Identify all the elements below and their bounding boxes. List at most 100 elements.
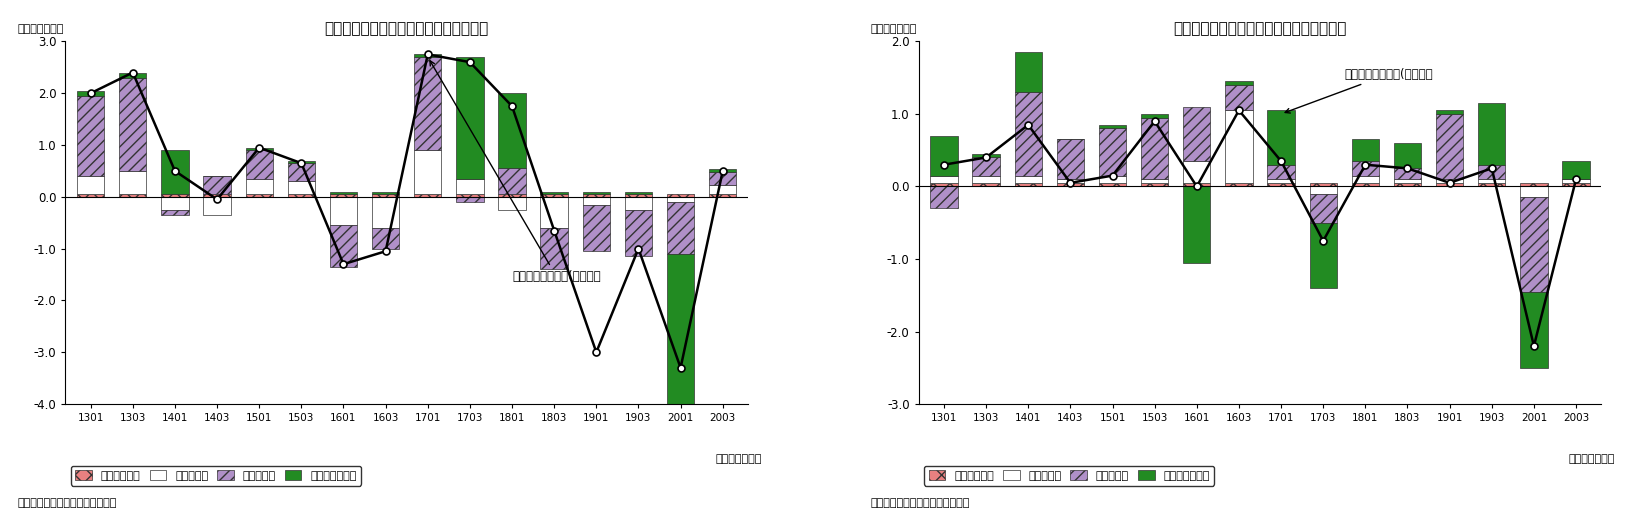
Bar	[972, 183, 1000, 186]
Bar	[498, 93, 526, 168]
Bar	[1183, 183, 1211, 186]
Bar	[245, 179, 273, 194]
Bar	[162, 210, 188, 215]
Text: （資料）財務省「法人企業統計」: （資料）財務省「法人企業統計」	[871, 498, 971, 508]
Bar	[288, 161, 315, 163]
Bar	[709, 169, 737, 172]
Bar	[373, 197, 399, 228]
Bar	[1351, 176, 1379, 183]
Bar	[1351, 161, 1379, 176]
Bar	[1520, 183, 1547, 186]
Bar	[1394, 183, 1422, 186]
Bar	[245, 194, 273, 197]
Bar	[373, 192, 399, 194]
Bar	[288, 181, 315, 194]
Bar	[1562, 161, 1590, 179]
Bar	[1141, 179, 1168, 183]
Bar	[1141, 118, 1168, 179]
Bar	[1226, 110, 1253, 183]
Bar	[667, 202, 694, 254]
Bar	[245, 150, 273, 179]
Bar	[1015, 92, 1042, 176]
Bar	[119, 78, 147, 171]
Text: （前年差、％）: （前年差、％）	[18, 24, 64, 34]
Text: （年・四半期）: （年・四半期）	[716, 454, 761, 464]
Bar	[1562, 183, 1590, 186]
Bar	[1436, 179, 1464, 183]
Bar	[930, 183, 958, 186]
Text: （年・四半期）: （年・四半期）	[1569, 454, 1614, 464]
Bar	[1394, 143, 1422, 168]
Bar	[330, 225, 358, 267]
Bar	[1394, 179, 1422, 183]
Bar	[1226, 81, 1253, 85]
Bar	[930, 176, 958, 183]
Bar	[1562, 179, 1590, 183]
Bar	[413, 54, 441, 57]
Bar	[162, 197, 188, 210]
Bar	[1268, 110, 1294, 165]
Bar	[203, 194, 230, 197]
Bar	[1098, 183, 1126, 186]
Bar	[1015, 52, 1042, 92]
Bar	[1268, 183, 1294, 186]
Bar	[1098, 128, 1126, 176]
Bar	[1057, 179, 1083, 183]
Bar	[541, 194, 569, 197]
Bar	[1309, 223, 1337, 288]
Bar	[541, 228, 569, 269]
Bar	[1015, 183, 1042, 186]
Bar	[709, 194, 737, 197]
Bar	[119, 73, 147, 78]
Bar	[1226, 85, 1253, 110]
Bar	[498, 197, 526, 210]
Bar	[1183, 107, 1211, 161]
Title: 売上高経常利益率の要因分解（製造業）: 売上高経常利益率の要因分解（製造業）	[325, 21, 489, 36]
Bar	[373, 194, 399, 197]
Bar	[624, 194, 652, 197]
Bar	[1394, 168, 1422, 179]
Bar	[330, 194, 358, 197]
Bar	[1520, 292, 1547, 368]
Bar	[930, 186, 958, 208]
Bar	[1309, 194, 1337, 223]
Bar	[288, 194, 315, 197]
Bar	[119, 194, 147, 197]
Text: 売上高経常利益率(前年差）: 売上高経常利益率(前年差）	[1284, 68, 1433, 113]
Bar	[413, 57, 441, 150]
Bar	[413, 194, 441, 197]
Bar	[709, 185, 737, 194]
Text: （前年差、％）: （前年差、％）	[871, 24, 917, 34]
Bar	[624, 192, 652, 194]
Bar	[162, 150, 188, 194]
Legend: 金融費用要因, 人件費要因, 変動費要因, 減価償却費要因: 金融費用要因, 人件費要因, 変動費要因, 減価償却費要因	[925, 466, 1214, 485]
Bar	[1057, 183, 1083, 186]
Bar	[1520, 197, 1547, 292]
Bar	[624, 210, 652, 256]
Bar	[77, 194, 105, 197]
Bar	[1479, 183, 1505, 186]
Bar	[330, 192, 358, 194]
Bar	[1141, 183, 1168, 186]
Title: 売上高経常利益率の要因分解（非製造業）: 売上高経常利益率の要因分解（非製造業）	[1173, 21, 1346, 36]
Bar	[583, 205, 609, 251]
Bar	[1226, 183, 1253, 186]
Bar	[77, 176, 105, 194]
Bar	[972, 176, 1000, 183]
Bar	[77, 91, 105, 96]
Bar	[1268, 179, 1294, 183]
Bar	[1436, 183, 1464, 186]
Bar	[288, 163, 315, 181]
Bar	[583, 197, 609, 205]
Bar	[1351, 183, 1379, 186]
Bar	[583, 194, 609, 197]
Bar	[1479, 103, 1505, 165]
Bar	[1268, 165, 1294, 179]
Bar	[245, 148, 273, 150]
Bar	[1436, 114, 1464, 179]
Bar	[583, 192, 609, 194]
Bar	[1309, 186, 1337, 194]
Bar	[1520, 186, 1547, 197]
Bar	[667, 254, 694, 435]
Legend: 金融費用要因, 人件費要因, 変動費要因, 減価償却費要因: 金融費用要因, 人件費要因, 変動費要因, 減価償却費要因	[70, 466, 361, 485]
